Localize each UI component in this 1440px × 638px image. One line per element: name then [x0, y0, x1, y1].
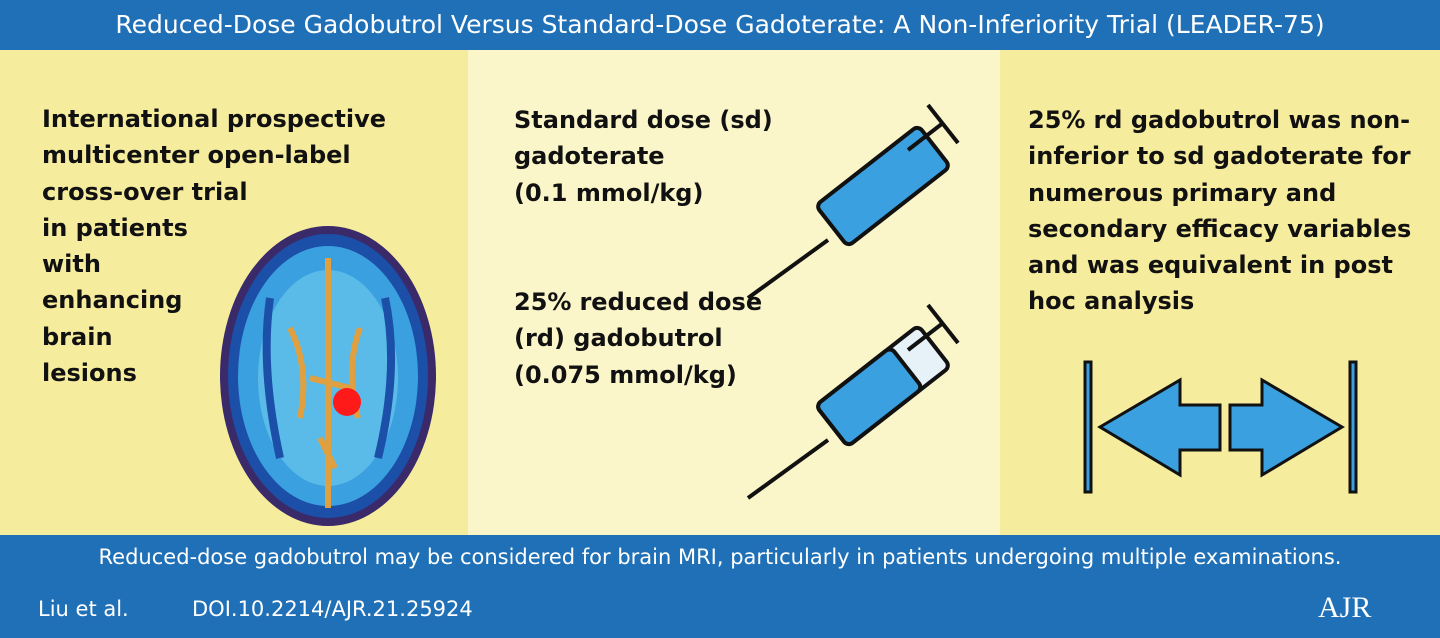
line-text: with	[42, 250, 101, 279]
text-line: 25% rd gadobutrol was non-	[1028, 102, 1411, 138]
line-text: gadoterate	[514, 142, 665, 171]
line-text: reduced dose	[579, 288, 763, 316]
authors: Liu et al.	[38, 597, 129, 621]
design-panel: International prospective multicenter ope…	[0, 50, 468, 535]
result-panel: 25% rd gadobutrol was non-inferior to sd …	[1000, 50, 1440, 535]
doi: DOI.10.2214/AJR.21.25924	[192, 597, 473, 621]
text-line: in patients	[42, 210, 386, 246]
line-text: Standard dose (sd)	[514, 106, 773, 134]
line-text: secondary efficacy variables	[1028, 214, 1412, 243]
syringe-reduced	[746, 303, 960, 500]
brain-image	[220, 226, 436, 526]
text-line: numerous primary and	[1028, 175, 1411, 211]
line-text: enhancing	[42, 286, 183, 315]
line-text: International prospective	[42, 105, 387, 133]
text-line: brain	[42, 319, 386, 355]
emphasis: 25%	[1028, 106, 1086, 134]
line-text: rd gadobutrol was non-	[1093, 106, 1411, 134]
text-line: International prospective	[42, 101, 386, 137]
text-line: Standard dose (sd)	[514, 102, 773, 138]
line-text: brain	[42, 322, 113, 351]
line-text: (rd) gadobutrol	[514, 324, 723, 353]
text-line: (0.1 mmol/kg)	[514, 175, 773, 211]
line-text: and was equivalent in post	[1028, 251, 1393, 280]
text-line: multicenter open-label	[42, 137, 386, 173]
text-line: hoc analysis	[1028, 283, 1411, 319]
line-text: cross-over trial	[42, 177, 248, 206]
text-line: inferior to sd gadoterate for	[1028, 138, 1411, 174]
line-text: (0.075 mmol/kg)	[514, 360, 737, 389]
line-text: hoc analysis	[1028, 287, 1195, 316]
text-line: enhancing	[42, 282, 386, 318]
line-text: lesions	[42, 359, 137, 388]
equivalence-arrows	[1083, 360, 1358, 494]
text-line: with	[42, 246, 386, 282]
footer: Reduced-dose gadobutrol may be considere…	[0, 535, 1440, 638]
emphasis: 25%	[514, 288, 572, 316]
line-text: (0.1 mmol/kg)	[514, 178, 704, 207]
text-line: gadoterate	[514, 138, 773, 174]
logo: AJR	[1318, 591, 1372, 624]
syringe-standard	[746, 103, 960, 300]
text-line: and was equivalent in post	[1028, 247, 1411, 283]
line-text: in patients	[42, 213, 188, 242]
line-text: numerous primary and	[1028, 178, 1337, 207]
text-line: secondary efficacy variables	[1028, 211, 1411, 247]
conclusion: Reduced-dose gadobutrol may be considere…	[98, 545, 1342, 569]
line-text: multicenter open-label	[42, 141, 351, 170]
text-line: (rd) gadobutrol	[514, 320, 762, 356]
text-line: (0.075 mmol/kg)	[514, 357, 762, 393]
text-line: cross-over trial	[42, 174, 386, 210]
text-line: 25% reduced dose	[514, 284, 762, 320]
line-text: inferior to sd gadoterate for	[1028, 142, 1411, 171]
dose-panel: Standard dose (sd) gadoterate (0.1 mmol/kg…	[468, 50, 1000, 535]
text-line: lesions	[42, 355, 386, 391]
title: Reduced-Dose Gadobutrol Versus Standard-…	[0, 0, 1440, 50]
